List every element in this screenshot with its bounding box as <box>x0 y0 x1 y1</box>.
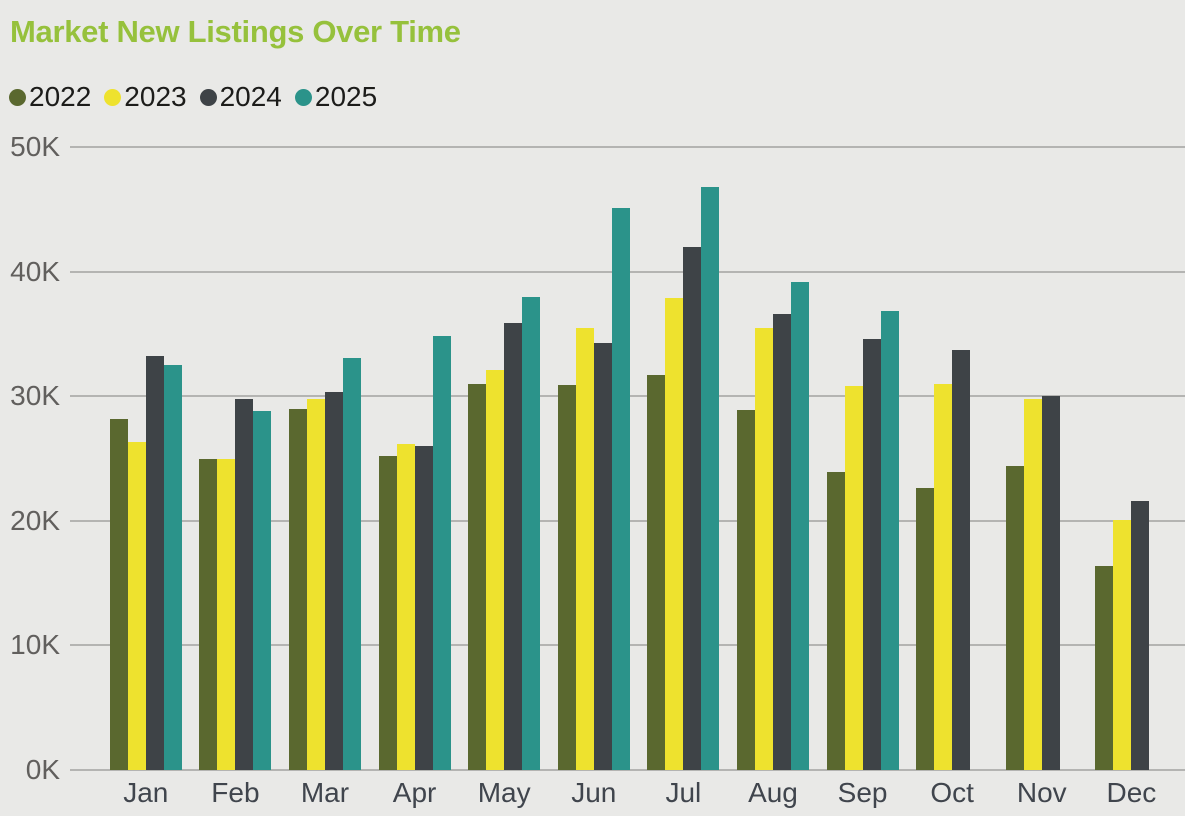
bar-2024-mar[interactable] <box>325 392 343 770</box>
legend-dot-2023 <box>104 88 122 106</box>
bar-2022-jul[interactable] <box>647 375 666 770</box>
bar-2024-apr[interactable] <box>414 446 433 770</box>
bar-2025-sep[interactable] <box>880 311 899 770</box>
bar-2022-may[interactable] <box>468 383 487 770</box>
chart-title: Market New Listings Over Time <box>10 14 461 49</box>
x-axis-tick-label: May <box>477 777 531 808</box>
bar-2025-feb[interactable] <box>253 411 272 770</box>
y-axis-tick-label: 50K <box>10 131 60 162</box>
y-axis-tick-label: 40K <box>10 255 60 287</box>
legend: 2022 2023 2024 2025 <box>9 83 377 111</box>
x-axis-tick-label: Jan <box>123 777 169 808</box>
bar-2023-may[interactable] <box>486 370 505 770</box>
y-axis-tick-label: 30K <box>10 380 60 412</box>
x-axis-tick-label: Mar <box>300 777 350 808</box>
legend-label: 2025 <box>314 81 378 112</box>
bar-2023-jul[interactable] <box>665 297 684 770</box>
bar-2023-apr[interactable] <box>396 443 415 770</box>
x-axis-tick-label: Sep <box>837 777 888 808</box>
plot-area <box>70 146 1185 771</box>
bar-2024-sep[interactable] <box>862 338 881 770</box>
bar-2022-feb[interactable] <box>199 458 218 770</box>
bar-2025-may[interactable] <box>522 296 541 770</box>
bar-2025-jul[interactable] <box>701 186 720 770</box>
bar-2023-mar[interactable] <box>307 398 325 770</box>
x-axis-tick-label: Jun <box>571 777 617 808</box>
bar-2024-may[interactable] <box>504 322 523 770</box>
bar-group-sep <box>826 147 899 770</box>
bar-group-oct <box>916 147 988 770</box>
bar-2025-apr[interactable] <box>432 336 451 770</box>
bar-2022-dec[interactable] <box>1095 565 1114 770</box>
bar-2024-dec[interactable] <box>1131 500 1150 770</box>
bar-2024-oct[interactable] <box>952 350 971 770</box>
bar-2022-nov[interactable] <box>1005 465 1024 770</box>
bar-2024-jan[interactable] <box>145 356 164 770</box>
bar-2023-jun[interactable] <box>575 327 594 770</box>
legend-item-2022[interactable]: 2022 <box>9 83 91 111</box>
bar-2025-jun[interactable] <box>611 208 630 770</box>
bar-group-jun <box>557 147 630 770</box>
bar-2023-nov[interactable] <box>1023 398 1042 770</box>
bar-2023-aug[interactable] <box>755 327 773 770</box>
x-axis-tick-label: Dec <box>1106 777 1157 808</box>
legend-label: 2023 <box>124 81 187 112</box>
bar-group-apr <box>378 147 451 770</box>
legend-dot-2024 <box>199 88 217 106</box>
legend-item-2025[interactable]: 2025 <box>294 81 378 112</box>
bar-2022-jan[interactable] <box>109 418 128 770</box>
gridline-0K <box>70 769 1185 771</box>
bar-2024-aug[interactable] <box>773 313 791 770</box>
bar-2023-dec[interactable] <box>1113 519 1132 770</box>
bar-group-jul <box>647 147 720 770</box>
bar-2022-jun[interactable] <box>557 385 576 770</box>
bar-2023-feb[interactable] <box>217 458 236 770</box>
y-axis-tick-label: 10K <box>10 629 60 661</box>
bar-2025-mar[interactable] <box>343 357 361 770</box>
bar-group-dec <box>1095 147 1167 770</box>
legend-label: 2022 <box>29 81 92 112</box>
bar-2022-sep[interactable] <box>826 472 845 770</box>
legend-item-2023[interactable]: 2023 <box>104 81 187 112</box>
gridline-50K <box>70 146 1185 148</box>
bar-2024-jun[interactable] <box>593 342 612 770</box>
bar-2022-aug[interactable] <box>737 409 755 770</box>
bar-group-feb <box>199 147 272 770</box>
bar-2022-oct[interactable] <box>916 488 935 770</box>
bar-group-nov <box>1005 147 1078 770</box>
bar-2023-jan[interactable] <box>127 442 146 770</box>
legend-label: 2024 <box>219 81 282 112</box>
x-axis-tick-label: Apr <box>392 777 437 808</box>
y-axis-tick-label: 20K <box>10 504 60 536</box>
bar-2025-jan[interactable] <box>163 365 182 770</box>
legend-dot-2025 <box>294 88 312 106</box>
y-axis-tick-label: 0K <box>25 754 60 785</box>
x-axis-tick-label: Nov <box>1016 777 1067 808</box>
bar-2025-aug[interactable] <box>791 281 809 770</box>
bar-group-aug <box>737 147 809 770</box>
bar-2022-apr[interactable] <box>378 456 397 770</box>
bar-2024-nov[interactable] <box>1041 396 1060 770</box>
bar-2022-mar[interactable] <box>289 408 307 770</box>
bar-2024-jul[interactable] <box>683 246 702 770</box>
x-axis-tick-label: Jul <box>665 777 702 808</box>
bar-2023-oct[interactable] <box>934 383 953 770</box>
bar-2024-feb[interactable] <box>235 398 254 770</box>
x-axis-tick-label: Oct <box>930 777 974 808</box>
bar-2023-sep[interactable] <box>844 386 863 770</box>
x-axis-tick-label: Feb <box>211 777 260 808</box>
legend-item-2024[interactable]: 2024 <box>199 81 282 112</box>
bar-group-may <box>468 147 541 770</box>
bar-group-jan <box>109 147 182 770</box>
x-axis-tick-label: Aug <box>748 777 798 808</box>
legend-dot-2022 <box>9 88 26 106</box>
bar-group-mar <box>289 147 361 770</box>
